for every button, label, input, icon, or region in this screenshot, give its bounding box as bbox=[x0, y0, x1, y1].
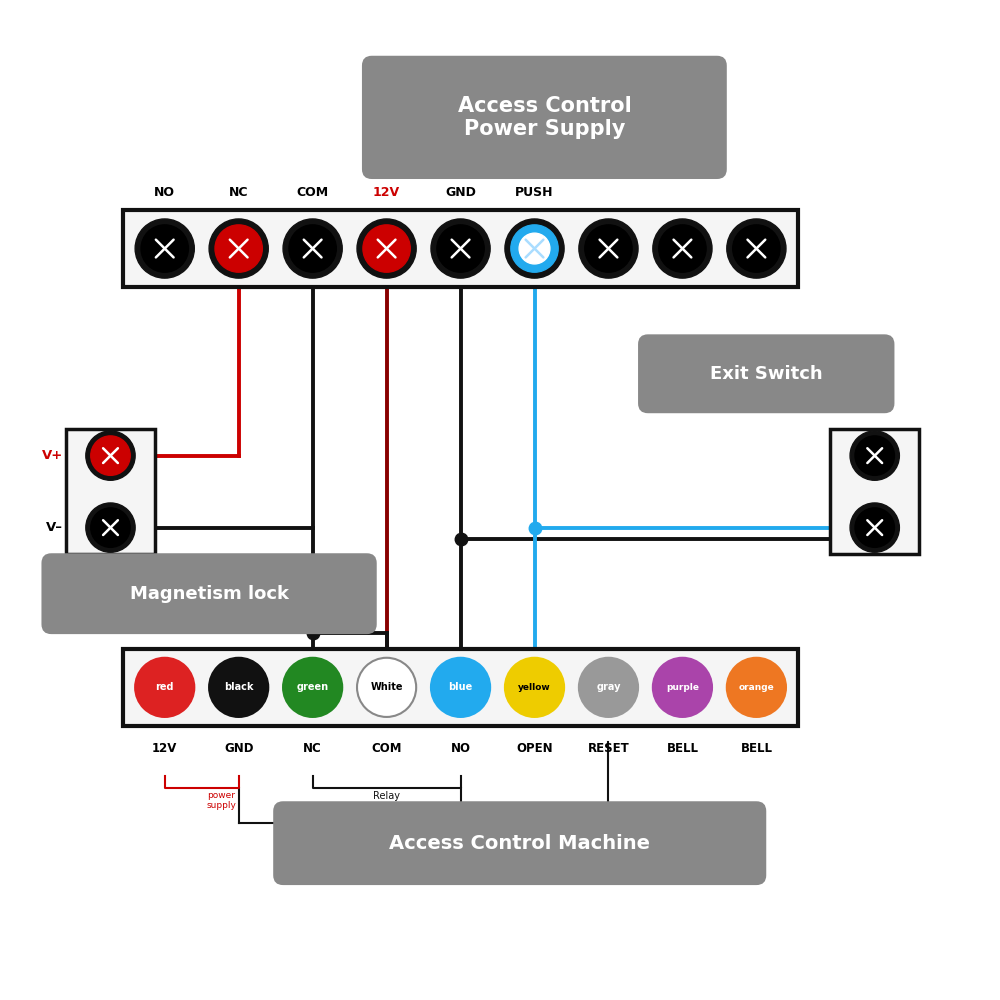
Circle shape bbox=[135, 658, 194, 717]
Circle shape bbox=[209, 219, 268, 278]
Circle shape bbox=[209, 658, 268, 717]
Text: RESET: RESET bbox=[588, 742, 629, 755]
Text: OPEN: OPEN bbox=[516, 742, 553, 755]
Text: BELL: BELL bbox=[740, 742, 772, 755]
Circle shape bbox=[862, 443, 888, 468]
Bar bbox=[66, 429, 155, 554]
Text: V–: V– bbox=[46, 521, 63, 534]
Circle shape bbox=[98, 443, 123, 468]
Text: Exit Switch: Exit Switch bbox=[710, 365, 823, 383]
Circle shape bbox=[135, 219, 194, 278]
Text: black: black bbox=[224, 682, 253, 692]
Text: COM: COM bbox=[297, 186, 329, 199]
Circle shape bbox=[727, 219, 786, 278]
Circle shape bbox=[91, 436, 130, 475]
Text: GND: GND bbox=[445, 186, 476, 199]
Circle shape bbox=[850, 431, 899, 480]
Circle shape bbox=[283, 658, 342, 717]
Circle shape bbox=[579, 219, 638, 278]
FancyBboxPatch shape bbox=[638, 334, 894, 413]
Circle shape bbox=[289, 225, 336, 272]
Circle shape bbox=[653, 658, 712, 717]
Text: Magnetism lock: Magnetism lock bbox=[130, 585, 289, 603]
Text: White: White bbox=[370, 682, 403, 692]
Circle shape bbox=[437, 225, 484, 272]
Text: BELL: BELL bbox=[666, 742, 698, 755]
Circle shape bbox=[357, 658, 416, 717]
Text: orange: orange bbox=[739, 683, 774, 692]
Text: PUSH: PUSH bbox=[515, 186, 554, 199]
Circle shape bbox=[585, 225, 632, 272]
Text: Access Control
Power Supply: Access Control Power Supply bbox=[458, 96, 631, 139]
Bar bbox=[830, 429, 919, 554]
Text: 12V: 12V bbox=[373, 186, 400, 199]
Circle shape bbox=[86, 431, 135, 480]
Circle shape bbox=[659, 225, 706, 272]
Circle shape bbox=[283, 219, 342, 278]
Circle shape bbox=[653, 219, 712, 278]
Text: NC: NC bbox=[229, 186, 248, 199]
Circle shape bbox=[855, 508, 894, 547]
Circle shape bbox=[862, 515, 888, 540]
Text: purple: purple bbox=[666, 683, 699, 692]
Circle shape bbox=[215, 225, 262, 272]
Circle shape bbox=[667, 233, 698, 264]
Bar bbox=[123, 210, 798, 287]
Text: yellow: yellow bbox=[518, 683, 551, 692]
FancyBboxPatch shape bbox=[273, 801, 766, 885]
Circle shape bbox=[727, 658, 786, 717]
Text: COM: COM bbox=[371, 742, 402, 755]
Circle shape bbox=[363, 225, 410, 272]
Text: GND: GND bbox=[224, 742, 253, 755]
Circle shape bbox=[505, 658, 564, 717]
Circle shape bbox=[850, 503, 899, 552]
Text: NC: NC bbox=[303, 742, 322, 755]
Circle shape bbox=[431, 658, 490, 717]
Text: red: red bbox=[155, 682, 174, 692]
Text: V+: V+ bbox=[42, 449, 63, 462]
Circle shape bbox=[91, 508, 130, 547]
Circle shape bbox=[505, 219, 564, 278]
Text: blue: blue bbox=[448, 682, 473, 692]
Circle shape bbox=[855, 436, 894, 475]
Circle shape bbox=[371, 233, 402, 264]
Circle shape bbox=[431, 219, 490, 278]
Text: NO: NO bbox=[451, 742, 471, 755]
Circle shape bbox=[223, 233, 254, 264]
Circle shape bbox=[149, 233, 180, 264]
Circle shape bbox=[579, 658, 638, 717]
Circle shape bbox=[445, 233, 476, 264]
Text: power
supply: power supply bbox=[207, 791, 237, 810]
Circle shape bbox=[297, 233, 328, 264]
Text: 12V: 12V bbox=[152, 742, 177, 755]
Circle shape bbox=[519, 233, 550, 264]
Circle shape bbox=[733, 225, 780, 272]
Text: NO: NO bbox=[154, 186, 175, 199]
Circle shape bbox=[511, 225, 558, 272]
Circle shape bbox=[98, 515, 123, 540]
Circle shape bbox=[741, 233, 772, 264]
FancyBboxPatch shape bbox=[41, 553, 377, 634]
Text: gray: gray bbox=[596, 682, 621, 692]
Circle shape bbox=[357, 219, 416, 278]
Text: Relay: Relay bbox=[373, 791, 400, 801]
FancyBboxPatch shape bbox=[362, 56, 727, 179]
Circle shape bbox=[593, 233, 624, 264]
Circle shape bbox=[86, 503, 135, 552]
Text: Access Control Machine: Access Control Machine bbox=[389, 834, 650, 853]
Bar bbox=[123, 649, 798, 726]
Circle shape bbox=[141, 225, 188, 272]
Text: green: green bbox=[297, 682, 329, 692]
